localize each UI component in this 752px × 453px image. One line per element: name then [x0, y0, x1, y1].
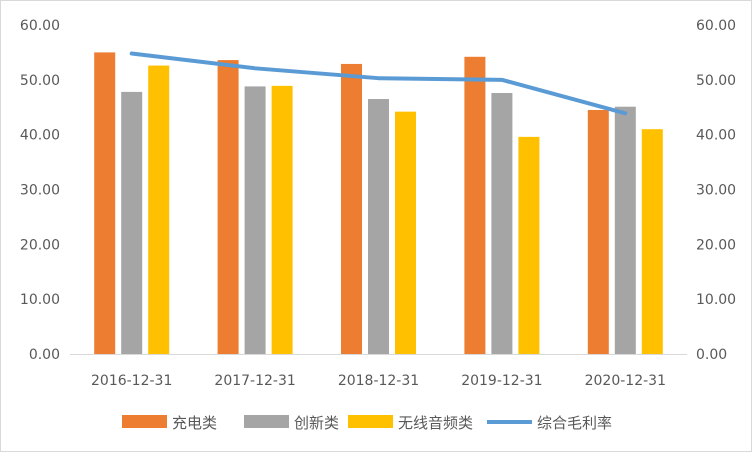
line-综合毛利率 — [129, 51, 628, 116]
bar-充电类-2018-12-31 — [341, 63, 362, 354]
legend: 充电类 创新类 无线音频类 综合毛利率 — [122, 414, 612, 432]
left-y-tick-label: 20.00 — [20, 237, 60, 253]
x-tick-label: 2019-12-31 — [461, 373, 542, 389]
legend-swatch — [244, 415, 289, 428]
x-tick-label: 2016-12-31 — [91, 373, 172, 389]
left-y-tick-label: 0.00 — [29, 347, 60, 363]
legend-label: 综合毛利率 — [537, 414, 612, 432]
bar-创新类-2018-12-31 — [368, 99, 389, 355]
bar-充电类-2017-12-31 — [217, 60, 239, 355]
bar-无线音频类-2017-12-31 — [271, 85, 293, 355]
legend-swatch — [348, 415, 393, 428]
legend-swatch — [122, 415, 167, 428]
x-axis: 2016-12-31 2017-12-31 2018-12-31 2019-12-31… — [70, 354, 687, 389]
right-y-axis: 0.00 10.00 20.00 30.00 40.00 50.00 60.00 — [696, 18, 736, 363]
left-y-tick-label: 50.00 — [20, 73, 60, 89]
x-tick-label: 2020-12-31 — [585, 373, 666, 389]
bar-无线音频类-2016-12-31 — [148, 65, 170, 355]
left-y-tick-label: 60.00 — [20, 18, 60, 34]
bar-无线音频类-2019-12-31 — [518, 136, 540, 354]
x-tick-label: 2018-12-31 — [338, 373, 419, 389]
x-tick-label: 2017-12-31 — [214, 373, 295, 389]
bar-充电类-2020-12-31 — [587, 109, 609, 354]
left-y-tick-label: 40.00 — [20, 128, 60, 144]
plot-area — [94, 51, 663, 355]
legend-label: 无线音频类 — [398, 414, 473, 432]
bar-创新类-2019-12-31 — [491, 92, 513, 354]
bar-创新类-2016-12-31 — [121, 91, 143, 354]
bar-充电类-2016-12-31 — [94, 52, 116, 355]
right-y-tick-label: 50.00 — [696, 73, 736, 89]
bar-无线音频类-2018-12-31 — [395, 111, 416, 355]
right-y-tick-label: 30.00 — [696, 183, 736, 199]
bar-创新类-2017-12-31 — [244, 86, 266, 354]
right-y-tick-label: 20.00 — [696, 237, 736, 253]
left-y-tick-label: 30.00 — [20, 183, 60, 199]
legend-label: 创新类 — [294, 414, 339, 432]
right-y-tick-label: 0.00 — [696, 347, 727, 363]
right-y-tick-label: 10.00 — [696, 292, 736, 308]
right-y-tick-label: 40.00 — [696, 128, 736, 144]
bar-无线音频类-2020-12-31 — [641, 129, 663, 354]
bar-充电类-2019-12-31 — [464, 56, 486, 354]
left-y-tick-label: 10.00 — [20, 292, 60, 308]
right-y-tick-label: 60.00 — [696, 18, 736, 34]
left-y-axis: 0.00 10.00 20.00 30.00 40.00 50.00 60.00 — [20, 18, 60, 363]
legend-label: 充电类 — [172, 414, 217, 432]
bar-创新类-2020-12-31 — [614, 106, 636, 355]
